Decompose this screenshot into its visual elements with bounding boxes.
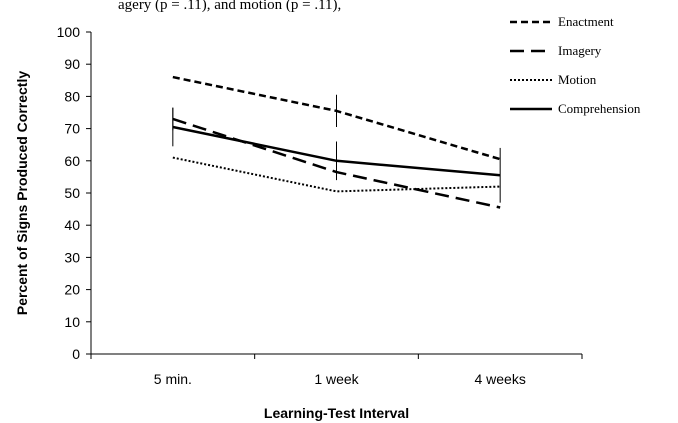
caption-fragment: agery (p = .11), and motion (p = .11), [118, 0, 341, 13]
y-tick-label: 30 [64, 249, 80, 265]
x-tick-label: 4 weeks [474, 371, 525, 387]
y-tick-label: 50 [64, 185, 80, 201]
y-tick-label: 40 [64, 217, 80, 233]
series-line-motion [172, 156, 501, 193]
series-line-imagery [172, 117, 501, 209]
x-axis-title: Learning-Test Interval [264, 405, 409, 421]
legend-label-imagery: Imagery [558, 43, 602, 58]
y-tick-label: 80 [64, 88, 80, 104]
legend: Enactment Imagery Motion Comprehension [510, 14, 641, 116]
legend-label-motion: Motion [558, 72, 597, 87]
y-tick-label: 60 [64, 153, 80, 169]
x-tick-label: 5 min. [154, 371, 192, 387]
y-tick-label: 20 [64, 282, 80, 298]
series-line-enactment [172, 75, 501, 161]
y-tick-label: 10 [64, 314, 80, 330]
series-line-comprehension [172, 125, 501, 177]
legend-label-enactment: Enactment [558, 14, 614, 29]
y-tick-label: 0 [72, 346, 80, 362]
plot-area: 0 10 20 30 40 50 60 70 80 90 100 5 min. 1 week 4 week… [57, 24, 583, 387]
y-axis-title: Percent of Signs Produced Correctly [14, 71, 30, 315]
x-tick-label: 1 week [314, 371, 359, 387]
y-tick-label: 100 [57, 24, 81, 40]
y-tick-label: 90 [64, 56, 80, 72]
legend-label-comprehension: Comprehension [558, 101, 641, 116]
y-tick-label: 70 [64, 121, 80, 137]
